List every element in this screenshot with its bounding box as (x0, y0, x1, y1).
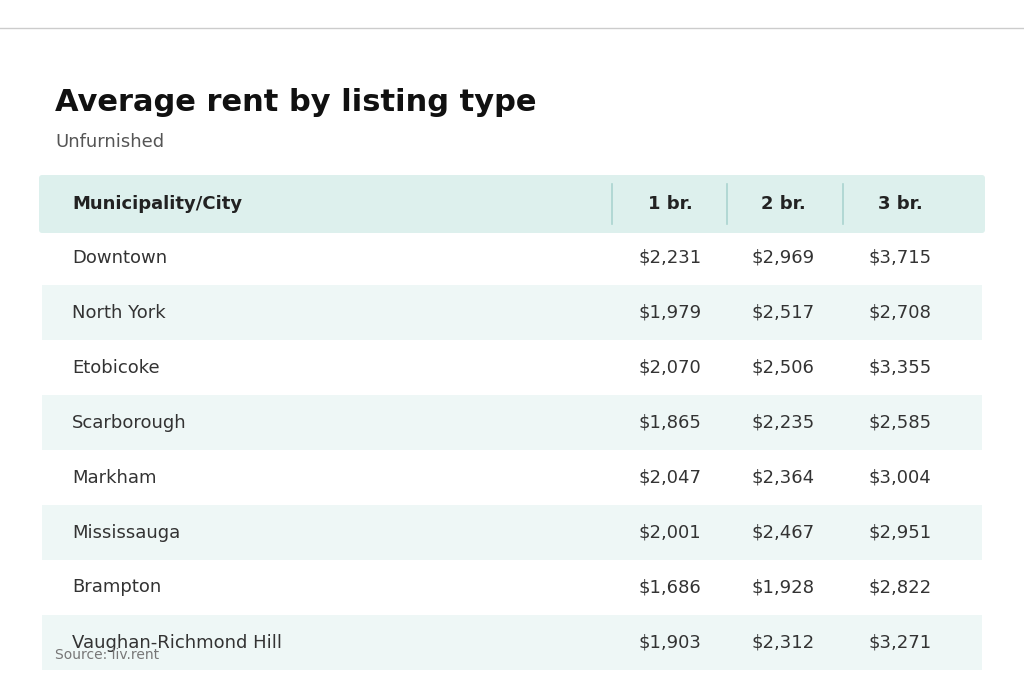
Text: $3,271: $3,271 (868, 634, 932, 651)
Text: Markham: Markham (72, 469, 157, 486)
Text: $3,355: $3,355 (868, 358, 932, 377)
Text: $2,467: $2,467 (752, 523, 814, 542)
Text: Mississauga: Mississauga (72, 523, 180, 542)
Text: $2,364: $2,364 (752, 469, 814, 486)
Text: $2,070: $2,070 (639, 358, 701, 377)
Text: $2,969: $2,969 (752, 249, 814, 266)
Text: $2,231: $2,231 (638, 249, 701, 266)
Text: Average rent by listing type: Average rent by listing type (55, 88, 537, 117)
Text: Municipality/City: Municipality/City (72, 195, 242, 213)
Text: $2,822: $2,822 (868, 579, 932, 597)
Text: $2,235: $2,235 (752, 414, 815, 432)
FancyBboxPatch shape (39, 175, 985, 233)
Text: Etobicoke: Etobicoke (72, 358, 160, 377)
Text: North York: North York (72, 303, 166, 321)
Text: 3 br.: 3 br. (878, 195, 923, 213)
Text: $2,708: $2,708 (868, 303, 932, 321)
Text: $2,001: $2,001 (639, 523, 701, 542)
Text: $3,004: $3,004 (868, 469, 932, 486)
Text: Scarborough: Scarborough (72, 414, 186, 432)
Text: 2 br.: 2 br. (761, 195, 805, 213)
Text: $2,517: $2,517 (752, 303, 814, 321)
Text: 1 br.: 1 br. (647, 195, 692, 213)
Text: $3,715: $3,715 (868, 249, 932, 266)
Text: Downtown: Downtown (72, 249, 167, 266)
Text: $1,928: $1,928 (752, 579, 814, 597)
FancyBboxPatch shape (42, 505, 982, 560)
Text: $1,903: $1,903 (639, 634, 701, 651)
Text: $1,686: $1,686 (639, 579, 701, 597)
Text: $2,047: $2,047 (639, 469, 701, 486)
Text: $1,865: $1,865 (639, 414, 701, 432)
Text: $1,979: $1,979 (638, 303, 701, 321)
Text: Vaughan-Richmond Hill: Vaughan-Richmond Hill (72, 634, 282, 651)
Text: Unfurnished: Unfurnished (55, 133, 164, 151)
Text: $2,585: $2,585 (868, 414, 932, 432)
FancyBboxPatch shape (42, 395, 982, 450)
Text: $2,506: $2,506 (752, 358, 814, 377)
FancyBboxPatch shape (42, 285, 982, 340)
Text: Source: liv.rent: Source: liv.rent (55, 648, 159, 662)
FancyBboxPatch shape (42, 615, 982, 670)
Text: $2,951: $2,951 (868, 523, 932, 542)
Text: $2,312: $2,312 (752, 634, 814, 651)
Text: Brampton: Brampton (72, 579, 161, 597)
